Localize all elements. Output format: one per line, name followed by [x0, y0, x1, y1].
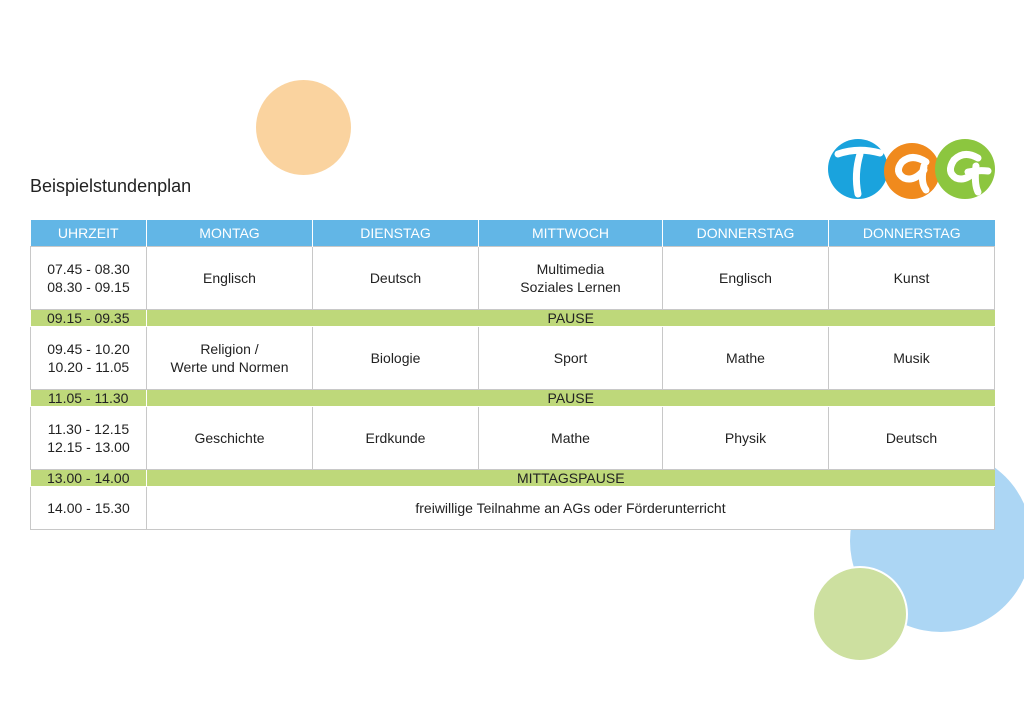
time-line: 07.45 - 08.30 — [47, 261, 130, 277]
time-cell: 14.00 - 15.30 — [30, 486, 147, 530]
time-line: 08.30 - 09.15 — [47, 279, 130, 295]
subject-text: Musik — [893, 350, 930, 366]
header-dienstag: DIENSTAG — [312, 220, 479, 247]
subject-text: Physik — [724, 430, 767, 446]
subject-text: Englisch — [719, 270, 772, 286]
header-montag: MONTAG — [146, 220, 313, 247]
subject-cell: Mathe — [662, 326, 829, 390]
subject-cell: Englisch — [662, 246, 829, 310]
timetable: UHRZEIT MONTAG DIENSTAG MITTWOCH DONNERS… — [30, 220, 995, 530]
subject-cell: Englisch — [146, 246, 313, 310]
header-row: UHRZEIT MONTAG DIENSTAG MITTWOCH DONNERS… — [30, 220, 995, 247]
time-cell: 07.45 - 08.30 08.30 - 09.15 — [30, 246, 147, 310]
break-time: 09.15 - 09.35 — [30, 309, 147, 327]
subject-text: Englisch — [203, 270, 256, 286]
header-mittwoch: MITTWOCH — [478, 220, 663, 247]
subject-text: Religion / — [200, 341, 259, 357]
subject-text: Geschichte — [194, 430, 265, 446]
subject-text: Deutsch — [369, 270, 422, 286]
logo-letters — [834, 146, 992, 198]
subject-cell: Erdkunde — [312, 406, 479, 470]
time-line: 10.20 - 11.05 — [47, 359, 130, 375]
tag-logo — [828, 139, 995, 199]
subject-text: Biologie — [370, 350, 421, 366]
subject-cell: Deutsch — [828, 406, 995, 470]
time-line: 12.15 - 13.00 — [47, 439, 130, 455]
subject-cell: Religion / Werte und Normen — [146, 326, 313, 390]
logo-circle-g — [935, 139, 995, 199]
subject-text: Erdkunde — [365, 430, 426, 446]
subject-text: Kunst — [893, 270, 930, 286]
afternoon-row: 14.00 - 15.30 freiwillige Teilnahme an A… — [30, 486, 995, 530]
afternoon-activity: freiwillige Teilnahme an AGs oder Förder… — [146, 486, 995, 530]
lesson-row-1: 07.45 - 08.30 08.30 - 09.15 Englisch Deu… — [30, 246, 995, 310]
lesson-row-3: 11.30 - 12.15 12.15 - 13.00 Geschichte E… — [30, 406, 995, 470]
break-time: 11.05 - 11.30 — [30, 389, 147, 407]
subject-cell: Mathe — [478, 406, 663, 470]
subject-cell: Physik — [662, 406, 829, 470]
subject-text: Mathe — [551, 430, 590, 446]
subject-text: Deutsch — [885, 430, 938, 446]
subject-cell: Kunst — [828, 246, 995, 310]
subject-cell: Geschichte — [146, 406, 313, 470]
subject-text: Werte und Normen — [170, 359, 289, 375]
subject-text: Sport — [553, 350, 588, 366]
header-donnerstag: DONNERSTAG — [662, 220, 829, 247]
break-label: MITTAGSPAUSE — [146, 469, 995, 487]
page-title: Beispielstundenplan — [30, 176, 192, 196]
break-label: PAUSE — [146, 309, 995, 327]
break-time: 13.00 - 14.00 — [30, 469, 147, 487]
subject-cell: Biologie — [312, 326, 479, 390]
break-row-3: 13.00 - 14.00 MITTAGSPAUSE — [30, 469, 995, 487]
header-uhrzeit: UHRZEIT — [30, 220, 147, 247]
time-cell: 09.45 - 10.20 10.20 - 11.05 — [30, 326, 147, 390]
subject-cell: Musik — [828, 326, 995, 390]
header-donnerstag-2: DONNERSTAG — [828, 220, 995, 247]
break-row-1: 09.15 - 09.35 PAUSE — [30, 309, 995, 327]
time-cell: 11.30 - 12.15 12.15 - 13.00 — [30, 406, 147, 470]
subject-cell: Deutsch — [312, 246, 479, 310]
time-line: 11.30 - 12.15 — [47, 421, 130, 437]
time-line: 09.45 - 10.20 — [47, 341, 130, 357]
decorative-green-circle — [812, 566, 908, 662]
subject-cell: Multimedia Soziales Lernen — [478, 246, 663, 310]
subject-cell: Sport — [478, 326, 663, 390]
subject-text: Multimedia — [536, 261, 605, 277]
break-row-2: 11.05 - 11.30 PAUSE — [30, 389, 995, 407]
break-label: PAUSE — [146, 389, 995, 407]
subject-text: Mathe — [726, 350, 765, 366]
lesson-row-2: 09.45 - 10.20 10.20 - 11.05 Religion / W… — [30, 326, 995, 390]
subject-text: Soziales Lernen — [520, 279, 621, 295]
decorative-orange-circle — [256, 80, 351, 175]
logo-circle-a — [884, 143, 940, 199]
